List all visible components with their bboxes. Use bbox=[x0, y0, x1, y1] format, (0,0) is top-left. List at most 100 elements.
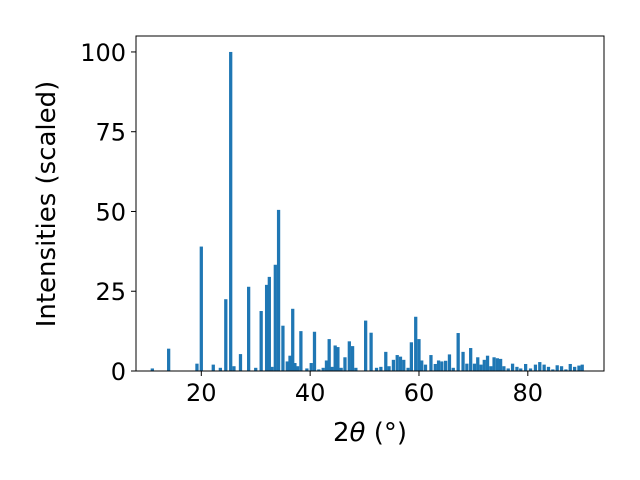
bar-86 bbox=[546, 366, 551, 371]
bar-46 bbox=[391, 359, 396, 371]
plot-frame bbox=[135, 35, 605, 372]
bar-12 bbox=[259, 311, 263, 371]
bar-21 bbox=[291, 308, 295, 371]
bar-67 bbox=[472, 363, 477, 371]
y-axis-ticks: 0 25 50 75 100 bbox=[80, 39, 136, 386]
bar-90 bbox=[564, 369, 568, 371]
bar-51 bbox=[409, 342, 413, 371]
bar-74 bbox=[495, 358, 499, 371]
bar-42 bbox=[374, 367, 379, 371]
bar-7 bbox=[229, 51, 233, 371]
bar-0 bbox=[150, 368, 154, 371]
bar-52 bbox=[414, 316, 418, 371]
bar-88 bbox=[555, 365, 559, 371]
bar-37 bbox=[347, 341, 351, 371]
bar-34 bbox=[336, 347, 340, 371]
bar-66 bbox=[469, 348, 473, 371]
bar-29 bbox=[321, 367, 325, 371]
bar-13 bbox=[264, 284, 269, 371]
y-tick-label-3: 75 bbox=[95, 119, 126, 147]
bar-59 bbox=[440, 361, 444, 371]
bar-79 bbox=[515, 366, 519, 371]
bar-50 bbox=[406, 367, 410, 371]
bar-69 bbox=[479, 364, 483, 371]
bar-91 bbox=[568, 363, 572, 371]
bar-63 bbox=[456, 333, 460, 371]
bar-82 bbox=[528, 368, 533, 371]
y-tick-label-1: 25 bbox=[95, 278, 126, 306]
bar-17 bbox=[276, 209, 281, 371]
bar-77 bbox=[506, 368, 510, 371]
bar-56 bbox=[429, 355, 433, 371]
bar-1 bbox=[167, 348, 171, 371]
bar-78 bbox=[510, 363, 515, 371]
bar-58 bbox=[436, 360, 441, 371]
bar-54 bbox=[420, 360, 424, 371]
bar-71 bbox=[485, 355, 490, 371]
x-tick-label-1: 40 bbox=[295, 379, 326, 407]
bar-65 bbox=[465, 363, 469, 371]
x-tick-label-2: 60 bbox=[404, 379, 435, 407]
bar-24 bbox=[299, 331, 303, 371]
bar-80 bbox=[519, 368, 523, 371]
bar-89 bbox=[559, 366, 564, 371]
bar-28 bbox=[317, 369, 321, 371]
bar-47 bbox=[395, 355, 399, 371]
bar-45 bbox=[387, 366, 391, 371]
bar-15 bbox=[270, 366, 274, 371]
bar-35 bbox=[339, 367, 343, 371]
bar-36 bbox=[343, 357, 347, 371]
bars-group bbox=[150, 51, 584, 371]
bar-70 bbox=[482, 359, 486, 371]
bar-41 bbox=[369, 332, 373, 371]
bar-3 bbox=[199, 246, 203, 371]
x-tick-label-0: 20 bbox=[186, 379, 217, 407]
bar-14 bbox=[267, 276, 271, 371]
bar-62 bbox=[451, 367, 455, 371]
bar-76 bbox=[502, 366, 506, 371]
bar-60 bbox=[444, 360, 448, 371]
bar-87 bbox=[551, 369, 555, 371]
bar-23 bbox=[295, 366, 300, 371]
bar-30 bbox=[324, 360, 329, 371]
bar-10 bbox=[247, 286, 251, 371]
bar-8 bbox=[232, 366, 236, 371]
bar-27 bbox=[312, 331, 317, 371]
bar-83 bbox=[533, 364, 538, 371]
bar-64 bbox=[461, 351, 465, 371]
bar-32 bbox=[330, 366, 334, 371]
bar-84 bbox=[538, 362, 542, 371]
bar-73 bbox=[492, 357, 496, 371]
bar-19 bbox=[285, 361, 289, 371]
bar-44 bbox=[384, 351, 388, 371]
bar-39 bbox=[354, 367, 358, 371]
bar-85 bbox=[542, 364, 546, 371]
bar-49 bbox=[402, 359, 406, 371]
y-tick-label-2: 50 bbox=[95, 198, 126, 226]
bar-40 bbox=[364, 320, 368, 371]
x-axis-ticks: 20 40 60 80 bbox=[186, 371, 543, 407]
bar-48 bbox=[398, 356, 403, 371]
y-tick-label-4: 100 bbox=[80, 39, 126, 67]
bar-16 bbox=[273, 264, 277, 371]
bar-53 bbox=[417, 339, 421, 371]
bar-38 bbox=[350, 346, 355, 371]
bar-57 bbox=[433, 363, 437, 371]
bar-55 bbox=[423, 364, 428, 371]
bar-26 bbox=[309, 363, 313, 371]
bar-92 bbox=[572, 366, 577, 371]
bar-2 bbox=[195, 363, 199, 371]
bar-9 bbox=[238, 354, 243, 371]
bar-81 bbox=[524, 363, 528, 371]
x-axis-label: 2θ (°) bbox=[333, 418, 407, 448]
bar-20 bbox=[288, 355, 292, 371]
bar-22 bbox=[293, 363, 297, 371]
bar-5 bbox=[218, 367, 222, 371]
bar-43 bbox=[379, 366, 383, 371]
bar-68 bbox=[476, 357, 480, 371]
bar-94 bbox=[580, 364, 584, 371]
bar-72 bbox=[489, 366, 493, 371]
bar-18 bbox=[281, 325, 285, 371]
y-axis-label: Intensities (scaled) bbox=[32, 81, 62, 328]
bar-11 bbox=[254, 367, 258, 371]
